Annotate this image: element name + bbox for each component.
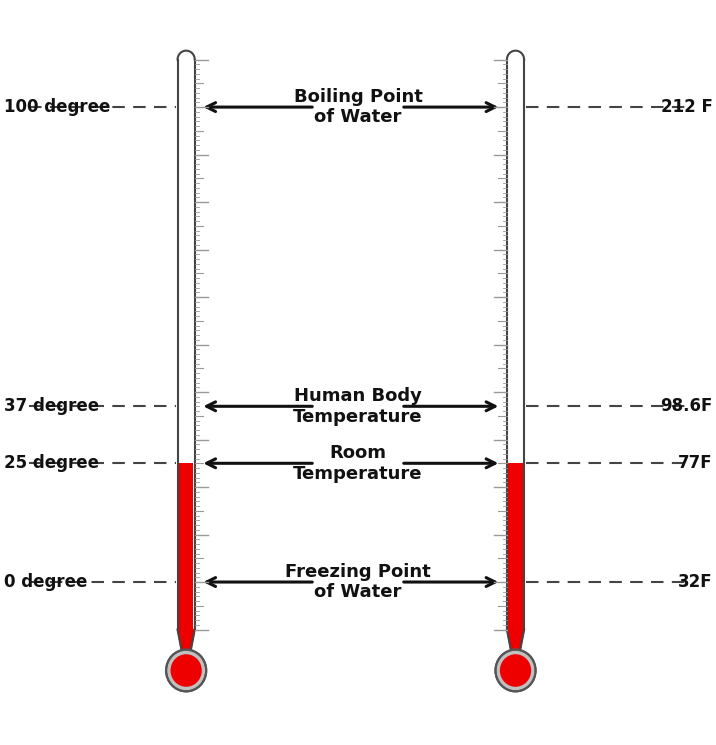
Text: Human Body
Temperature: Human Body Temperature: [294, 387, 422, 425]
Text: 98.6F: 98.6F: [660, 397, 712, 415]
Text: 77F: 77F: [678, 454, 712, 472]
Polygon shape: [507, 51, 524, 60]
Text: Boiling Point
of Water: Boiling Point of Water: [294, 88, 422, 127]
Circle shape: [170, 654, 202, 687]
Text: 25 degree: 25 degree: [4, 454, 99, 472]
Bar: [508, 463, 523, 630]
Polygon shape: [178, 630, 195, 656]
Polygon shape: [507, 630, 524, 656]
Bar: [178, 60, 195, 630]
Text: 100 degree: 100 degree: [4, 98, 110, 116]
Circle shape: [166, 650, 206, 691]
Text: 0 degree: 0 degree: [4, 573, 87, 591]
Text: 32F: 32F: [678, 573, 712, 591]
Polygon shape: [178, 51, 195, 60]
Text: 37 degree: 37 degree: [4, 397, 99, 415]
Text: Room
Temperature: Room Temperature: [294, 444, 422, 483]
Circle shape: [495, 650, 536, 691]
Polygon shape: [178, 630, 195, 656]
Bar: [507, 60, 524, 630]
Text: Freezing Point
of Water: Freezing Point of Water: [285, 562, 431, 601]
Text: 212 F: 212 F: [661, 98, 712, 116]
Circle shape: [500, 654, 531, 687]
Polygon shape: [507, 630, 524, 656]
Bar: [179, 463, 193, 630]
